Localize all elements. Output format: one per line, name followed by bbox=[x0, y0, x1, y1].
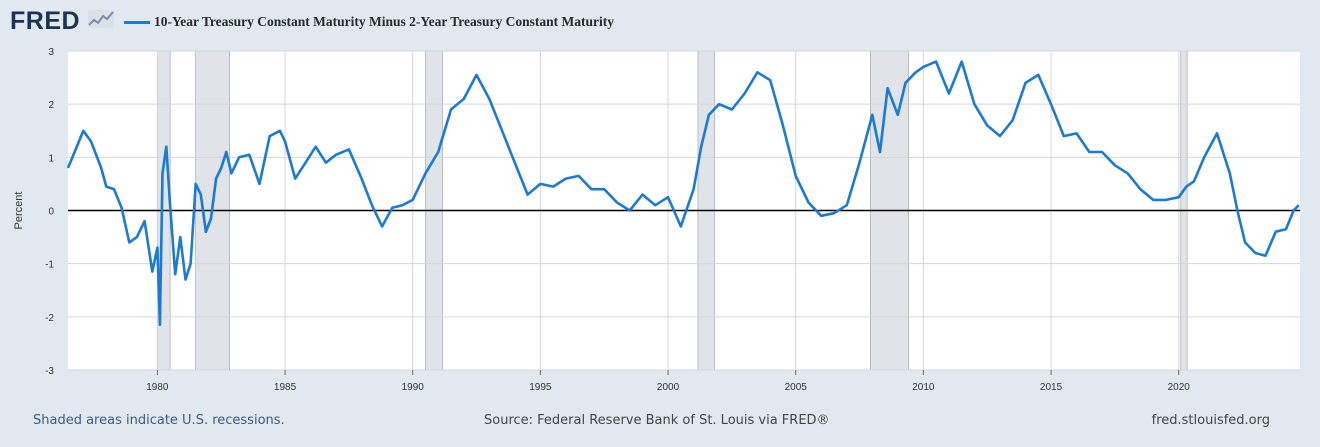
y-axis-label: Percent bbox=[13, 192, 25, 230]
chart-footer: Shaded areas indicate U.S. recessions. S… bbox=[0, 413, 1320, 433]
x-tick-label: 1985 bbox=[274, 382, 297, 393]
x-tick-label: 2000 bbox=[657, 382, 680, 393]
x-tick-label: 2020 bbox=[1168, 382, 1191, 393]
x-tick-label: 1995 bbox=[529, 382, 552, 393]
chart-header: FRED 10-Year Treasury Constant Maturity … bbox=[0, 0, 1320, 44]
site-link[interactable]: fred.stlouisfed.org bbox=[1151, 413, 1270, 428]
chart-legend[interactable]: 10-Year Treasury Constant Maturity Minus… bbox=[124, 12, 614, 32]
y-tick-label: 1 bbox=[48, 153, 54, 164]
y-tick-label: -3 bbox=[45, 366, 54, 377]
recession-note: Shaded areas indicate U.S. recessions. bbox=[33, 413, 285, 428]
y-tick-label: -2 bbox=[45, 313, 54, 324]
x-tick-label: 2010 bbox=[912, 382, 935, 393]
series-line[interactable] bbox=[66, 60, 1300, 327]
source-text: Source: Federal Reserve Bank of St. Loui… bbox=[484, 413, 830, 428]
x-tick-label: 1990 bbox=[402, 382, 425, 393]
trend-line-icon bbox=[88, 10, 114, 28]
y-tick-label: 0 bbox=[48, 207, 54, 218]
fred-logo[interactable]: FRED bbox=[10, 7, 81, 35]
legend-swatch bbox=[124, 20, 150, 24]
y-tick-label: -1 bbox=[45, 260, 54, 271]
x-tick-label: 2015 bbox=[1040, 382, 1063, 393]
y-tick-label: 3 bbox=[48, 47, 54, 58]
legend-label: 10-Year Treasury Constant Maturity Minus… bbox=[154, 14, 614, 29]
y-tick-label: 2 bbox=[48, 100, 54, 111]
x-tick-label: 1980 bbox=[146, 382, 169, 393]
x-tick-label: 2005 bbox=[785, 382, 808, 393]
